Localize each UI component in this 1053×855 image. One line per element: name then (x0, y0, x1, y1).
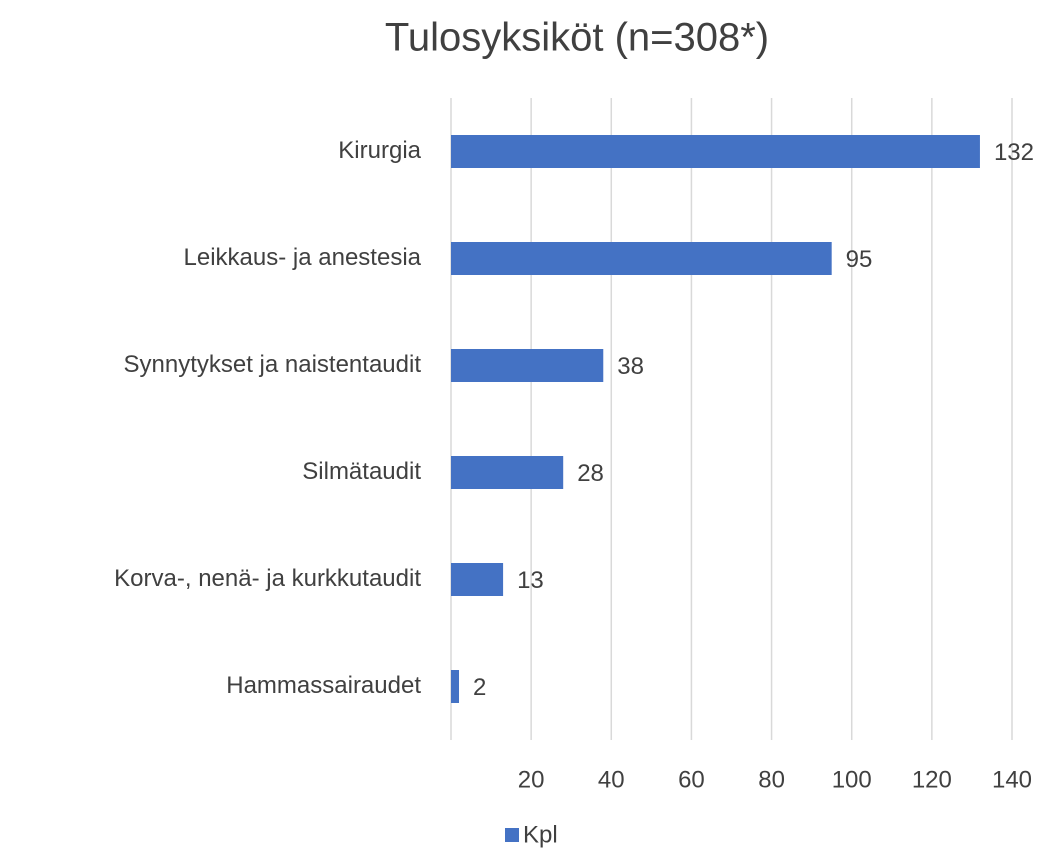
bar (451, 135, 980, 168)
data-label: 95 (846, 246, 873, 273)
data-label: 132 (994, 139, 1034, 166)
data-label: 28 (577, 460, 604, 487)
legend-swatch (505, 828, 519, 842)
x-tick-label: 100 (832, 766, 872, 793)
data-label: 38 (617, 353, 644, 380)
bar (451, 349, 604, 382)
y-tick-label: Korva-, nenä- ja kurkkutaudit (114, 565, 421, 592)
y-tick-label: Hammassairaudet (226, 672, 421, 699)
data-label: 13 (517, 567, 544, 594)
x-tick-label: 120 (912, 766, 952, 793)
bar (451, 242, 832, 275)
bar (451, 670, 460, 703)
chart-title: Tulosyksiköt (n=308*) (385, 16, 769, 60)
legend-label: Kpl (523, 821, 558, 848)
y-tick-label: Kirurgia (338, 137, 421, 164)
y-tick-label: Silmätaudit (302, 458, 421, 485)
y-tick-label: Synnytykset ja naistentaudit (123, 351, 421, 378)
bar (451, 563, 504, 596)
x-tick-label: 80 (758, 766, 785, 793)
x-tick-label: 40 (598, 766, 625, 793)
x-tick-label: 140 (992, 766, 1032, 793)
bar (451, 456, 564, 489)
y-tick-label: Leikkaus- ja anestesia (184, 244, 422, 271)
x-tick-label: 20 (518, 766, 545, 793)
data-label: 2 (473, 674, 486, 701)
x-tick-label: 60 (678, 766, 705, 793)
